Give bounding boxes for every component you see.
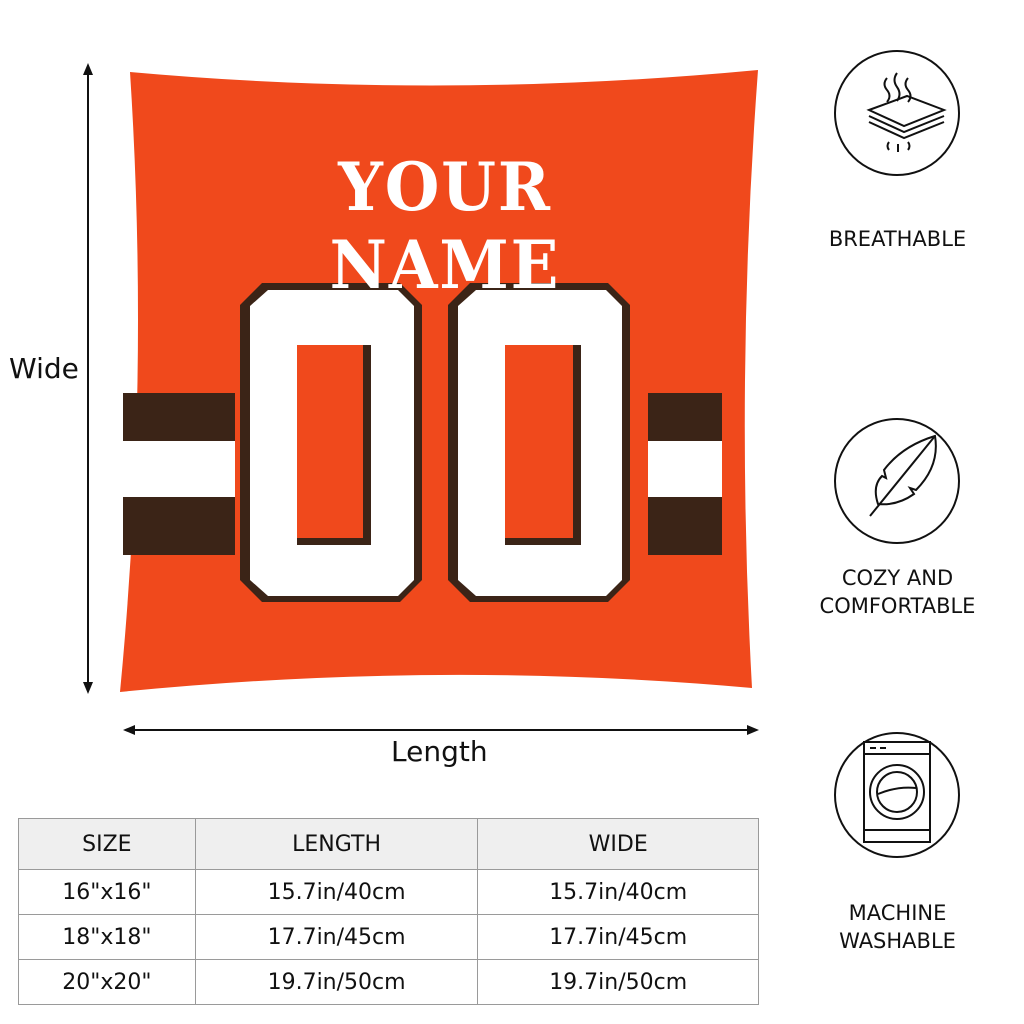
horizontal-dimension-arrow bbox=[123, 725, 759, 735]
size-table: SIZE LENGTH WIDE 16"x16" 15.7in/40cm 15.… bbox=[18, 818, 759, 1005]
stripe-left-white bbox=[123, 441, 235, 497]
cell-length: 19.7in/50cm bbox=[194, 959, 479, 1005]
cell-size: 18"x18" bbox=[18, 914, 196, 960]
number-digit-1 bbox=[240, 283, 422, 602]
feather-icon bbox=[834, 418, 960, 544]
feature-label-line: WASHABLE bbox=[839, 929, 956, 953]
stripe-left-dark-bottom bbox=[123, 497, 235, 555]
cell-wide: 15.7in/40cm bbox=[477, 869, 759, 915]
feature-label-line: MACHINE bbox=[848, 901, 947, 925]
custom-name-text: YOUR NAME bbox=[329, 148, 561, 304]
feature-label-washable: MACHINE WASHABLE bbox=[800, 899, 995, 955]
breathable-layers-icon bbox=[834, 50, 960, 176]
vertical-dimension-arrow bbox=[83, 63, 93, 694]
header-length: LENGTH bbox=[194, 818, 479, 870]
table-row: 18"x18" 17.7in/45cm 17.7in/45cm bbox=[18, 914, 759, 960]
stripe-right-dark-top bbox=[648, 393, 722, 441]
table-row: 20"x20" 19.7in/50cm 19.7in/50cm bbox=[18, 959, 759, 1005]
number-digit-2 bbox=[448, 283, 630, 602]
feature-label-breathable: BREATHABLE bbox=[828, 227, 967, 251]
header-wide: WIDE bbox=[477, 818, 759, 870]
feature-label-cozy: COZY AND COMFORTABLE bbox=[800, 564, 995, 620]
stripe-left-dark-top bbox=[123, 393, 235, 441]
cell-size: 20"x20" bbox=[18, 959, 196, 1005]
washing-machine-icon bbox=[834, 732, 960, 858]
table-row: 16"x16" 15.7in/40cm 15.7in/40cm bbox=[18, 869, 759, 915]
cell-length: 15.7in/40cm bbox=[194, 869, 479, 915]
feature-label-line: COMFORTABLE bbox=[819, 594, 976, 618]
feature-label-line: COZY AND bbox=[841, 566, 954, 590]
cell-size: 16"x16" bbox=[18, 869, 196, 915]
stripe-right-dark-bottom bbox=[648, 497, 722, 555]
wide-label: Wide bbox=[9, 352, 79, 385]
table-header-row: SIZE LENGTH WIDE bbox=[18, 818, 759, 870]
cell-wide: 17.7in/45cm bbox=[477, 914, 759, 960]
stripe-right-white bbox=[648, 441, 722, 497]
length-label: Length bbox=[391, 735, 488, 768]
cell-length: 17.7in/45cm bbox=[194, 914, 479, 960]
cell-wide: 19.7in/50cm bbox=[477, 959, 759, 1005]
header-size: SIZE bbox=[18, 818, 196, 870]
